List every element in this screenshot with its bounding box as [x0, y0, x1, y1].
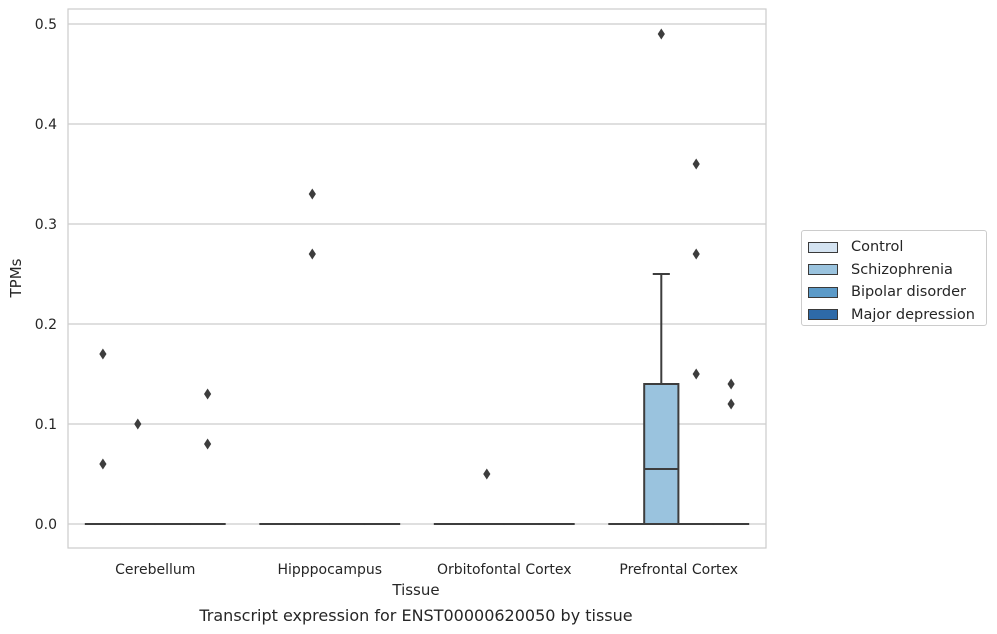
outlier-point: [692, 158, 700, 170]
legend-item: Bipolar disorder: [802, 281, 986, 304]
boxes: [84, 273, 750, 526]
y-tick-label: 0.2: [35, 317, 57, 333]
outlier-point: [692, 248, 700, 260]
y-tick-label: 0.4: [35, 117, 57, 133]
legend: Control Schizophrenia Bipolar disorder Majo…: [801, 230, 987, 326]
legend-swatch: [808, 241, 838, 253]
outlier-point: [308, 248, 316, 260]
x-tick-label: Cerebellum: [115, 562, 195, 578]
legend-label: Bipolar disorder: [851, 284, 966, 301]
outlier-point: [727, 398, 735, 410]
y-tick-label: 0.0: [35, 517, 57, 533]
legend-label: Schizophrenia: [851, 261, 953, 278]
x-tick-label: Orbitofontal Cortex: [437, 562, 572, 578]
legend-swatch: [808, 286, 838, 298]
outlier-point: [99, 458, 107, 470]
x-tick-label: Hipppocampus: [277, 562, 382, 578]
outlier-point: [134, 418, 142, 430]
plot-frame: [67, 8, 767, 549]
outlier-point: [657, 28, 665, 40]
legend-label: Major depression: [851, 306, 975, 323]
y-tick-label: 0.1: [35, 417, 57, 433]
box-schizophrenia: [643, 273, 680, 525]
outlier-point: [99, 348, 107, 360]
legend-item: Control: [802, 236, 986, 259]
outlier-point: [483, 468, 491, 480]
y-tick-label: 0.3: [35, 217, 57, 233]
legend-label: Control: [851, 239, 904, 256]
outlier-point: [204, 438, 212, 450]
x-axis-title: Tissue: [391, 581, 439, 599]
y-axis-title: TPMs: [7, 258, 25, 298]
outlier-point: [727, 378, 735, 390]
legend-swatch: [808, 264, 838, 276]
x-axis-ticks: Cerebellum Hipppocampus Orbitofontal Corte…: [115, 562, 738, 578]
outlier-point: [692, 368, 700, 380]
outlier-point: [308, 188, 316, 200]
y-tick-label: 0.5: [35, 17, 57, 33]
legend-swatch: [808, 309, 838, 321]
x-tick-label: Prefrontal Cortex: [619, 562, 738, 578]
legend-item: Major depression: [802, 304, 986, 327]
outliers: [99, 28, 735, 480]
legend-item: Schizophrenia: [802, 259, 986, 282]
chart-caption: Transcript expression for ENST0000062005…: [199, 606, 633, 625]
box: [643, 383, 680, 525]
outlier-point: [204, 388, 212, 400]
y-axis-ticks: 0.0 0.1 0.2 0.3 0.4 0.5: [35, 17, 57, 533]
